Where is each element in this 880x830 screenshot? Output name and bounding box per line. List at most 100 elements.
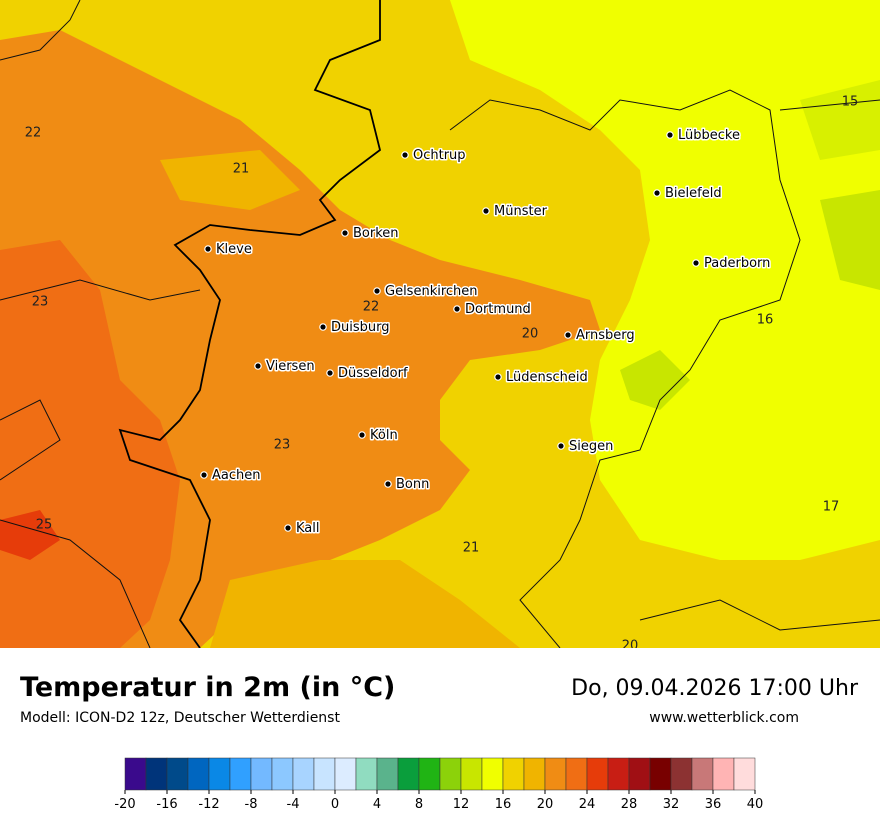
city-dot — [254, 362, 262, 370]
legend-swatch — [124, 757, 147, 791]
legend-swatch — [607, 757, 630, 791]
legend-swatch — [355, 757, 378, 791]
contour-label: 21 — [463, 541, 480, 556]
city-dot — [341, 229, 349, 237]
legend-tick-label: 16 — [495, 797, 512, 812]
city-label: Dortmund — [465, 302, 531, 317]
city-label: Ochtrup — [413, 148, 466, 163]
legend-tick-label: -12 — [198, 797, 219, 812]
city-dot — [653, 189, 661, 197]
legend-tick-label: -16 — [156, 797, 177, 812]
city-label: Aachen — [212, 468, 260, 483]
city-label: Duisburg — [331, 320, 390, 335]
city-dot — [557, 442, 565, 450]
region-cooler — [160, 150, 300, 210]
city-label: Münster — [494, 204, 548, 219]
contour-label: 22 — [363, 300, 380, 315]
region-cool — [800, 80, 880, 160]
city-label: Lüdenscheid — [506, 370, 588, 385]
title: Temperatur in 2m (in °C) — [20, 672, 396, 703]
city-dot — [482, 207, 490, 215]
map: Lübbecke Ochtrup Bielefeld Münster Borken Kle… — [0, 0, 880, 648]
city-label: Borken — [353, 226, 399, 241]
legend-swatch — [376, 757, 399, 791]
legend-tick-label: -20 — [114, 797, 135, 812]
legend-swatch — [628, 757, 651, 791]
legend-swatch — [229, 757, 252, 791]
contour-label: 16 — [757, 313, 774, 328]
color-legend: -20 -16 -12 -8 -4 0 4 8 12 16 20 24 28 32 36 40 — [114, 757, 764, 812]
legend-swatch — [250, 757, 273, 791]
contour-label: 23 — [274, 438, 291, 453]
model-info: Modell: ICON-D2 12z, Deutscher Wetterdie… — [20, 710, 340, 726]
city-label: Arnsberg — [576, 328, 635, 343]
city-label: Gelsenkirchen — [385, 284, 478, 299]
city-label: Bielefeld — [665, 186, 722, 201]
region-cooler — [210, 560, 520, 648]
legend-tick-label: 20 — [537, 797, 554, 812]
region-cool — [820, 190, 880, 290]
legend-swatch — [502, 757, 525, 791]
website: www.wetterblick.com — [649, 710, 799, 726]
city-dot — [666, 131, 674, 139]
legend-swatch — [208, 757, 231, 791]
contour-label: 25 — [36, 518, 53, 533]
legend-tick-label: 24 — [579, 797, 596, 812]
city-label: Düsseldorf — [338, 366, 408, 381]
legend-swatch — [439, 757, 462, 791]
legend-swatch — [292, 757, 315, 791]
city-label: Siegen — [569, 439, 613, 454]
legend-swatch — [670, 757, 693, 791]
region-hottest — [0, 510, 60, 560]
legend-swatch — [586, 757, 609, 791]
city-label: Kleve — [216, 242, 252, 257]
legend-swatch — [271, 757, 294, 791]
contour-label: 15 — [842, 95, 859, 110]
legend-tick-label: 0 — [331, 797, 339, 812]
legend-tick-label: 32 — [663, 797, 680, 812]
city-label: Paderborn — [704, 256, 770, 271]
city-dot — [373, 287, 381, 295]
legend-tick-label: -4 — [287, 797, 300, 812]
city-dot — [692, 259, 700, 267]
contour-label: 17 — [823, 500, 840, 515]
contour-label: 23 — [32, 295, 49, 310]
legend-tick-label: 4 — [373, 797, 381, 812]
city-label: Bonn — [396, 477, 429, 492]
city-dot — [358, 431, 366, 439]
legend-swatch — [397, 757, 420, 791]
legend-swatch — [691, 757, 714, 791]
contour-label: 21 — [233, 162, 250, 177]
city-label: Kall — [296, 521, 320, 536]
city-dot — [200, 471, 208, 479]
cities: Lübbecke Ochtrup Bielefeld Münster Borken Kle… — [200, 127, 772, 538]
legend-tick-label: 40 — [747, 797, 764, 812]
city-label: Viersen — [266, 359, 315, 374]
contour-label: 20 — [622, 639, 639, 649]
legend-tick-label: -8 — [245, 797, 258, 812]
datetime: Do, 09.04.2026 17:00 Uhr — [571, 676, 858, 701]
legend-swatch — [523, 757, 546, 791]
city-dot — [319, 323, 327, 331]
region-border — [0, 0, 201, 648]
legend-swatch — [418, 757, 441, 791]
legend-swatch — [481, 757, 504, 791]
legend-tick-label: 28 — [621, 797, 638, 812]
legend-swatch — [565, 757, 588, 791]
legend-swatch — [649, 757, 672, 791]
legend-swatch — [313, 757, 336, 791]
state-border — [449, 89, 880, 648]
contour-label: 20 — [522, 327, 539, 342]
city-dot — [284, 524, 292, 532]
legend-swatch — [712, 757, 735, 791]
contour-labels: 22 21 23 22 20 23 25 21 20 15 16 17 — [25, 95, 859, 649]
city-dot — [564, 331, 572, 339]
legend-swatch — [733, 757, 756, 791]
city-dot — [384, 480, 392, 488]
city-dot — [494, 373, 502, 381]
legend-swatch — [145, 757, 168, 791]
country-border — [118, 0, 382, 648]
city-dot — [453, 305, 461, 313]
region-cool — [620, 350, 690, 410]
